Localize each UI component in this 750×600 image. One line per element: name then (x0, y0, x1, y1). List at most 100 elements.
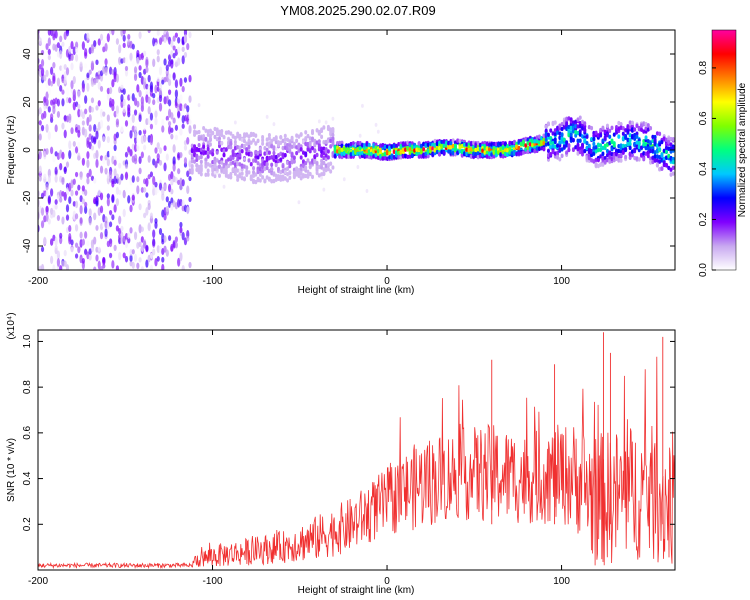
spectrogram-cell (261, 175, 265, 180)
spectrogram-cell (86, 82, 90, 92)
spectrogram-cell (494, 149, 498, 154)
spectrogram-cell (646, 153, 650, 159)
spectrogram-cell (333, 153, 337, 159)
spectrogram-cell (326, 166, 330, 172)
spectrogram-cell (635, 143, 639, 149)
spectrogram-cell (433, 148, 437, 153)
spectrogram-cell (233, 120, 237, 125)
spectrogram-cell (252, 178, 256, 184)
spectrogram-cell (660, 139, 664, 145)
spectrogram-cell (179, 77, 183, 87)
spectrogram-cell (354, 149, 358, 155)
spectrogram-cell (261, 141, 265, 146)
spectrogram-cell (77, 246, 81, 254)
spectrogram-cell (206, 154, 210, 159)
spectrogram-cell (140, 151, 144, 159)
spectrogram-cell (320, 158, 324, 164)
spectrogram-cell (204, 160, 208, 166)
spectrogram-cell (97, 38, 101, 46)
spectrogram-cell (104, 42, 108, 52)
spectrogram-cell (158, 159, 163, 166)
spectrogram-cell (124, 65, 129, 72)
spectrogram-cell (270, 162, 274, 167)
spectrogram-cell (186, 42, 190, 51)
spectrogram-cell (213, 173, 217, 179)
spectrogram-cell (528, 142, 532, 147)
spectrogram-cell (72, 178, 76, 185)
spectrogram-cell (308, 171, 312, 177)
spectrogram-cell (524, 136, 528, 142)
spectrogram-cell (658, 147, 662, 152)
spectrogram-cell (136, 84, 140, 93)
spectrogram-cell (619, 145, 623, 151)
spectrogram-cell (47, 131, 51, 141)
spectrogram-cell (111, 195, 115, 204)
spectrogram-cell (163, 30, 167, 35)
spectrogram-cell (65, 264, 70, 270)
spectrogram-cell (651, 159, 655, 165)
spectrogram-cell (152, 238, 156, 247)
spectrogram-cell (63, 260, 67, 267)
spectrogram-cell (469, 147, 473, 152)
spectrogram-cell (345, 143, 349, 148)
spectrogram-cell (617, 153, 621, 159)
spectrogram-cell (528, 138, 532, 143)
spectrogram-cell (127, 104, 131, 112)
spectrogram-cell (45, 98, 49, 107)
spectrogram-cell (222, 148, 226, 154)
spectrogram-cell (156, 153, 160, 161)
spectrogram-cell (102, 263, 106, 269)
spectrogram-cell (574, 145, 578, 150)
spectrogram-cell (90, 145, 95, 151)
spectrogram-cell (267, 144, 271, 149)
spectrogram-cell (188, 31, 192, 39)
spectrogram-cell (40, 67, 45, 77)
spectrogram-cell (199, 150, 203, 155)
spectrogram-cell (567, 124, 571, 130)
spectrogram-cell (186, 206, 190, 215)
spectrogram-cell (84, 189, 88, 196)
spectrogram-cell (113, 168, 117, 177)
spectrogram-cell (99, 231, 104, 240)
spectrogram-cell (644, 145, 648, 151)
spectrogram-cell (247, 158, 251, 163)
spectrogram-cell (233, 162, 237, 167)
spectrogram-cell (587, 146, 591, 152)
spectrogram-y-label: Frequency (Hz) (6, 116, 17, 185)
spectrogram-cell (576, 146, 580, 151)
spectrogram-cell (381, 142, 385, 148)
spectrogram-cell (197, 103, 201, 108)
spectrogram-cell (655, 143, 659, 149)
spectrogram-cell (612, 132, 616, 137)
spectrogram-cell (435, 149, 439, 155)
spectrogram-cell (662, 136, 666, 141)
spectrogram-cell (635, 134, 639, 140)
spectrogram-cell (286, 146, 290, 152)
spectrogram-cell (77, 267, 81, 270)
spectrogram-cell (288, 163, 292, 169)
spectrogram-cell (81, 198, 85, 205)
spectrogram-cell (311, 174, 315, 180)
spectrogram-cell (84, 231, 88, 239)
spectrogram-cell (154, 117, 158, 126)
spectrogram-cell (143, 144, 147, 151)
x-tick-label: 0 (384, 576, 390, 587)
spectrogram-cell (47, 54, 51, 61)
spectrogram-cell (97, 260, 101, 270)
spectrogram-cell (347, 143, 351, 148)
spectrogram-cell (331, 153, 335, 158)
spectrogram-cell (565, 116, 569, 122)
spectrogram-cell (388, 145, 392, 151)
spectrogram-cell (524, 143, 528, 148)
spectrogram-cell (279, 134, 283, 140)
spectrogram-cell (167, 54, 172, 61)
spectrogram-cell (553, 128, 557, 133)
spectrogram-cell (186, 136, 190, 145)
spectrogram-cell (276, 153, 280, 158)
spectrogram-cell (208, 163, 212, 168)
spectrogram-cell (120, 94, 124, 102)
spectrogram-cell (619, 125, 623, 130)
spectrogram-cell (662, 160, 666, 165)
spectrogram-cell (81, 185, 85, 192)
spectrogram-cell (115, 173, 120, 180)
